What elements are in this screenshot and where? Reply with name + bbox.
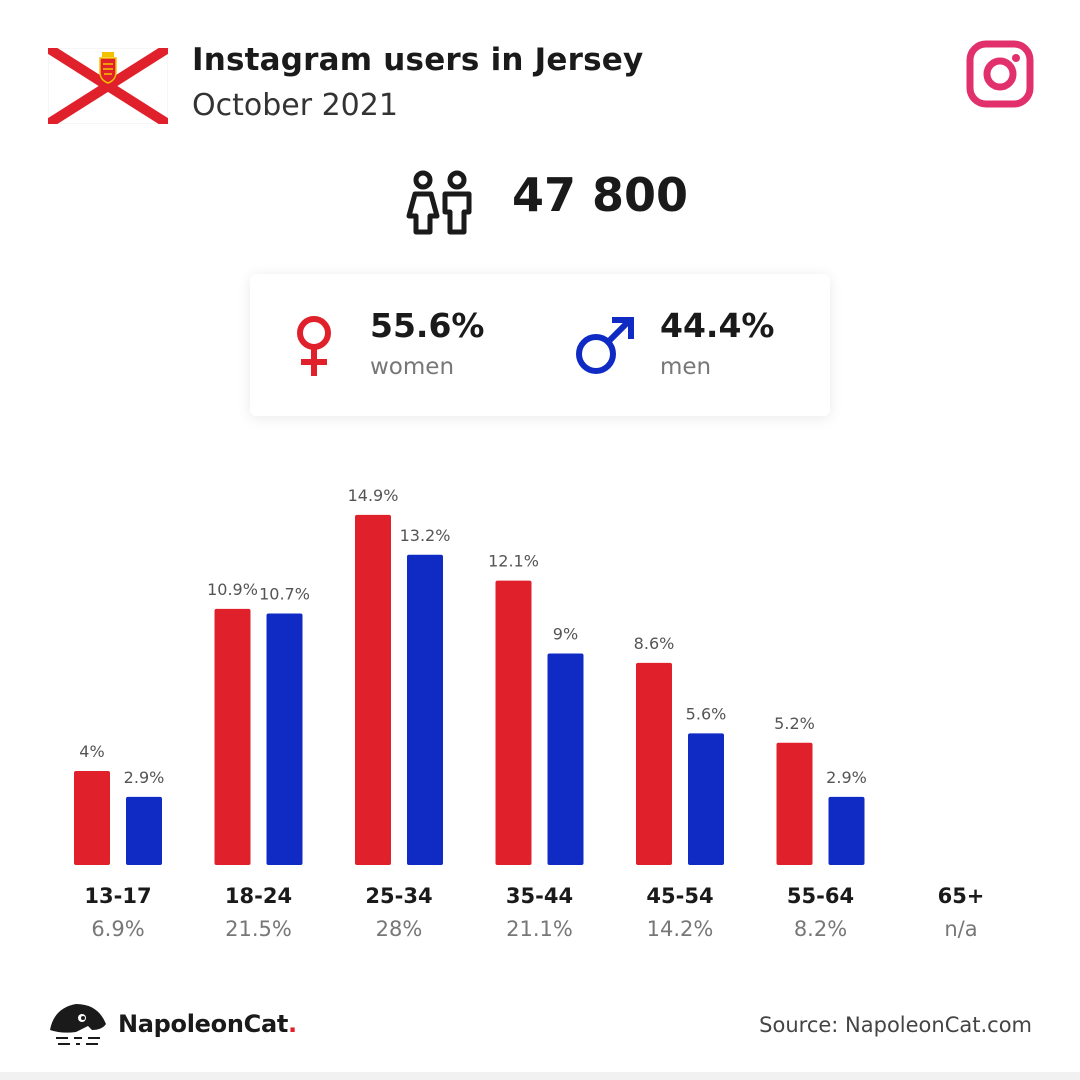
bar-women-45-54 xyxy=(636,662,672,865)
data-label-men-35-44: 9% xyxy=(553,625,578,644)
bottom-strip xyxy=(0,1072,1080,1080)
bar-women-55-64 xyxy=(776,742,813,865)
source-credit: Source: NapoleonCat.com xyxy=(759,1013,1032,1037)
data-label-men-25-34: 13.2% xyxy=(400,526,451,545)
data-label-men-45-54: 5.6% xyxy=(686,704,727,723)
bar-men-45-54 xyxy=(688,733,724,865)
total-users: 47 800 xyxy=(512,168,689,222)
gender-card xyxy=(250,274,830,416)
age-group-total: 21.1% xyxy=(506,917,573,941)
male-symbol-icon xyxy=(576,317,634,374)
data-label-women-35-44: 12.1% xyxy=(488,552,539,571)
female-symbol-icon xyxy=(297,316,331,376)
age-group-label: 35-44 xyxy=(505,884,574,908)
data-label-women-13-17: 4% xyxy=(79,742,104,761)
data-label-women-55-64: 5.2% xyxy=(774,714,815,733)
women-percentage: 55.6% xyxy=(370,306,485,345)
age-group-total: 8.2% xyxy=(793,917,848,941)
brand-name: NapoleonCat. xyxy=(118,1010,297,1038)
bar-women-13-17 xyxy=(74,771,110,865)
instagram-icon xyxy=(966,40,1034,108)
page-title: Instagram users in Jersey xyxy=(192,42,644,78)
age-group-label: 25-34 xyxy=(365,884,433,908)
age-group-label: 55-64 xyxy=(786,884,855,908)
age-group-total: n/a xyxy=(944,917,978,941)
bar-women-35-44 xyxy=(495,580,532,865)
page-subtitle: October 2021 xyxy=(192,88,398,123)
bar-women-18-24 xyxy=(214,608,251,865)
people-icon xyxy=(406,170,472,235)
data-label-women-18-24: 10.9% xyxy=(207,580,258,599)
bar-men-18-24 xyxy=(266,613,303,865)
jersey-flag-icon xyxy=(48,48,168,124)
data-label-men-18-24: 10.7% xyxy=(259,585,310,604)
age-group-total: 14.2% xyxy=(646,917,714,941)
age-group-total: 21.5% xyxy=(225,917,292,941)
napoleoncat-logo-icon xyxy=(50,1004,106,1045)
bar-men-25-34 xyxy=(407,554,443,865)
bar-men-55-64 xyxy=(828,796,865,865)
bar-men-13-17 xyxy=(126,796,162,865)
bar-men-35-44 xyxy=(547,653,584,865)
brand-dot: . xyxy=(288,1010,297,1038)
men-percentage: 44.4% xyxy=(660,306,775,345)
age-group-label: 65+ xyxy=(937,884,985,908)
age-bar-chart: 4% 2.9% 10.9% 10.7% 14.9% 13.2% 12.1% 9% 8.6% 5.6… xyxy=(74,486,867,865)
data-label-men-13-17: 2.9% xyxy=(124,768,165,787)
age-group-label: 45-54 xyxy=(646,884,714,908)
age-group-total: 6.9% xyxy=(91,917,145,941)
age-group-label: 18-24 xyxy=(224,884,293,908)
age-group-total: 28% xyxy=(375,917,423,941)
data-label-men-55-64: 2.9% xyxy=(826,768,867,787)
data-label-women-25-34: 14.9% xyxy=(348,486,399,505)
age-group-label: 13-17 xyxy=(84,884,152,908)
women-label: women xyxy=(370,354,455,380)
data-label-women-45-54: 8.6% xyxy=(634,634,675,653)
men-label: men xyxy=(660,354,712,380)
bar-women-25-34 xyxy=(355,514,391,865)
